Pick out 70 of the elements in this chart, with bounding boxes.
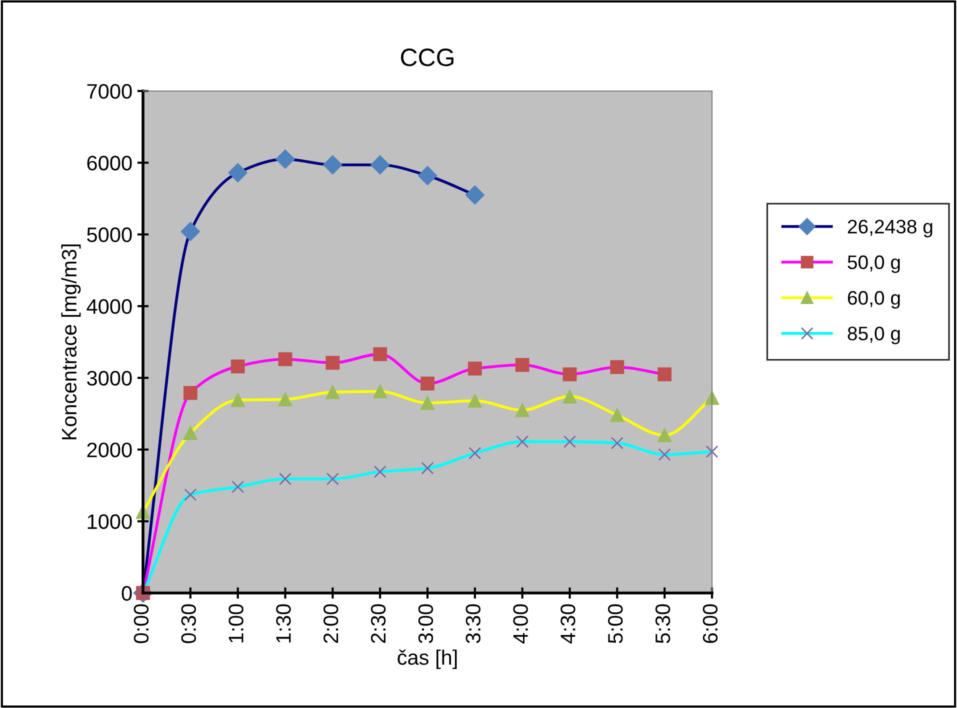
x-tick-label: 3:00 bbox=[418, 604, 434, 644]
point bbox=[184, 488, 197, 501]
y-tick-label: 0 bbox=[122, 586, 132, 601]
point bbox=[420, 376, 434, 391]
point bbox=[610, 436, 624, 450]
x-tick-label: 1:30 bbox=[276, 604, 291, 642]
point bbox=[180, 222, 200, 242]
point bbox=[562, 367, 577, 382]
point bbox=[278, 352, 292, 366]
x-tick-label: 0:00 bbox=[134, 604, 149, 644]
y-tick-label: 2000 bbox=[87, 442, 132, 458]
x-tick-label: 0:30 bbox=[181, 604, 196, 644]
legend-label: 85,0 g bbox=[848, 326, 900, 344]
point bbox=[326, 385, 340, 400]
point bbox=[278, 392, 292, 406]
point bbox=[276, 150, 295, 169]
point bbox=[279, 472, 292, 486]
point bbox=[706, 445, 718, 458]
x-tick-label: 4:00 bbox=[513, 604, 528, 644]
point bbox=[373, 384, 388, 398]
chart-title: CCG bbox=[400, 48, 454, 66]
point bbox=[468, 394, 482, 408]
point bbox=[420, 396, 434, 410]
legend-label: 50,0 g bbox=[848, 255, 900, 274]
point bbox=[515, 403, 530, 418]
point bbox=[326, 356, 340, 370]
y-tick-label: 1000 bbox=[88, 514, 132, 530]
point bbox=[658, 367, 672, 382]
point bbox=[468, 446, 482, 460]
point bbox=[323, 155, 342, 174]
point bbox=[562, 390, 577, 404]
point bbox=[228, 163, 248, 182]
point bbox=[232, 480, 244, 494]
point bbox=[418, 166, 438, 186]
x-tick-label: 5:00 bbox=[608, 604, 623, 644]
x-tick-label: 2:30 bbox=[370, 604, 386, 643]
point bbox=[370, 155, 390, 174]
point bbox=[374, 466, 386, 478]
point bbox=[705, 390, 719, 405]
point bbox=[516, 435, 529, 448]
x-tick-label: 2:00 bbox=[324, 604, 338, 643]
x-tick-label: 5:30 bbox=[655, 604, 670, 644]
legend-label: 26,2438 g bbox=[848, 220, 932, 238]
y-tick-label: 6000 bbox=[87, 156, 132, 170]
x-tick-label: 4:30 bbox=[560, 604, 576, 644]
point bbox=[373, 347, 388, 362]
y-axis-title: Koncentrace [mg/m3] bbox=[61, 244, 81, 440]
point bbox=[465, 185, 484, 205]
legend-label: 60,0 g bbox=[848, 291, 900, 309]
x-tick-label: 1:00 bbox=[228, 604, 244, 642]
point bbox=[610, 408, 624, 422]
point bbox=[230, 359, 245, 374]
point bbox=[183, 426, 198, 440]
y-tick-label: 4000 bbox=[86, 299, 132, 314]
point bbox=[183, 386, 198, 400]
point bbox=[515, 358, 530, 372]
point bbox=[230, 393, 245, 408]
point bbox=[468, 362, 482, 376]
point bbox=[421, 462, 434, 474]
y-tick-label: 7000 bbox=[87, 84, 132, 99]
point bbox=[658, 428, 672, 442]
y-tick-label: 5000 bbox=[87, 227, 132, 242]
x-tick-label: 3:30 bbox=[466, 604, 481, 644]
x-tick-label: 6:00 bbox=[702, 604, 718, 643]
point bbox=[564, 435, 576, 448]
y-tick-label: 3000 bbox=[87, 370, 132, 386]
point bbox=[610, 360, 624, 374]
x-axis-title: čas [h] bbox=[398, 650, 457, 670]
point bbox=[326, 472, 339, 486]
point bbox=[658, 448, 671, 461]
